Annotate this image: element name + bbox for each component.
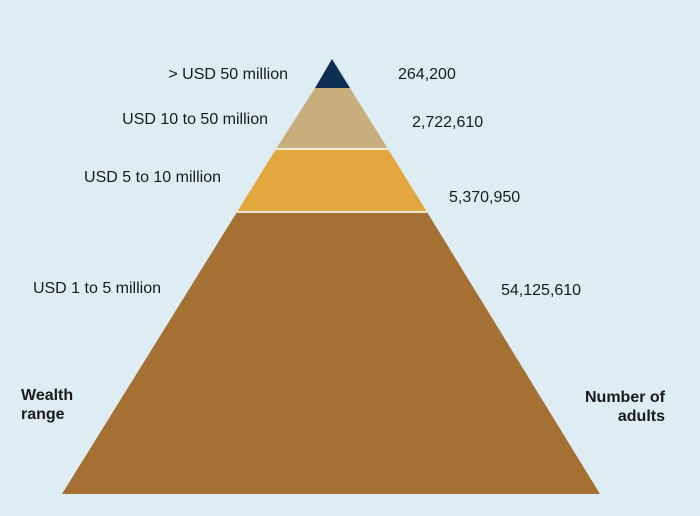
range-label-10-to-50m: USD 10 to 50 million <box>122 111 268 128</box>
wealth-range-header-line-2: range <box>21 406 65 423</box>
wealth-range-header-line-1: Wealth <box>21 387 74 404</box>
adults-count-above-50m: 264,200 <box>398 66 456 83</box>
wealth-range-header: Wealth range <box>21 386 73 424</box>
range-label-above-50m: > USD 50 million <box>168 66 288 83</box>
number-of-adults-header: Number of adults <box>585 388 665 426</box>
pyramid-tier-above-usd-50-million <box>315 59 350 88</box>
adults-count-5-to-10m: 5,370,950 <box>449 189 521 206</box>
pyramid-tier-usd-10-to-50-million <box>276 88 388 149</box>
pyramid-tier-usd-1-to-5-million <box>62 212 600 494</box>
number-of-adults-header-line-2: adults <box>617 408 665 425</box>
range-label-1-to-5m: USD 1 to 5 million <box>32 280 161 297</box>
range-label-5-to-10m: USD 5 to 10 million <box>84 169 221 186</box>
adults-count-10-to-50m: 2,722,610 <box>412 114 484 131</box>
adults-count-1-to-5m: 54,125,610 <box>501 282 582 299</box>
pyramid-tier-usd-5-to-10-million <box>237 149 427 212</box>
number-of-adults-header-line-1: Number of <box>585 389 665 406</box>
